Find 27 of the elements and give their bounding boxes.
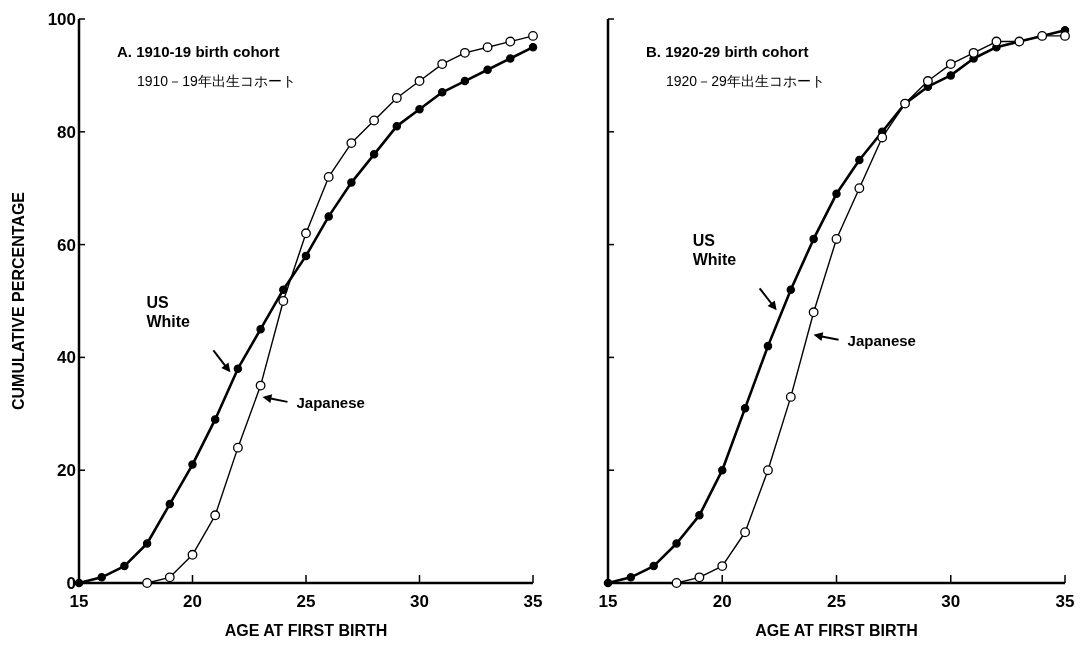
x-tick-label: 25 — [296, 592, 316, 611]
x-tick-label: 25 — [827, 592, 846, 611]
y-axis-title: CUMULATIVE PERCENTAGE — [10, 191, 27, 411]
x-axis-title: AGE AT FIRST BIRTH — [224, 622, 388, 639]
y-tick-label: 40 — [57, 348, 76, 368]
x-tick-label: 30 — [410, 592, 429, 611]
text: A. 1910-19 birth cohort — [117, 43, 280, 60]
x-tick-label: 15 — [598, 592, 618, 611]
y-tick-label: 0 — [66, 574, 76, 593]
x-tick-label: 20 — [712, 592, 732, 611]
annotation: Japanese — [296, 393, 365, 411]
x-tick-label: 20 — [183, 592, 202, 611]
y-tick-label: 80 — [57, 122, 76, 142]
x-axis-title: AGE AT FIRST BIRTH — [755, 622, 918, 639]
text: B. 1920-29 birth cohort — [646, 43, 809, 60]
x-tick-label: 35 — [523, 592, 543, 611]
y-tick-label: 100 — [47, 10, 76, 29]
y-tick-label: 20 — [57, 461, 76, 481]
text: 1910－19年出生コホート — [137, 73, 296, 89]
annotation: US White — [146, 294, 191, 331]
x-tick-label: 15 — [69, 592, 89, 611]
annotation: US White — [692, 232, 737, 269]
x-tick-label: 35 — [1055, 592, 1075, 611]
annotation: Japanese — [847, 331, 916, 349]
text: 1920－29年出生コホート — [666, 73, 825, 89]
y-tick-label: 60 — [57, 235, 76, 255]
x-tick-label: 30 — [941, 592, 961, 611]
